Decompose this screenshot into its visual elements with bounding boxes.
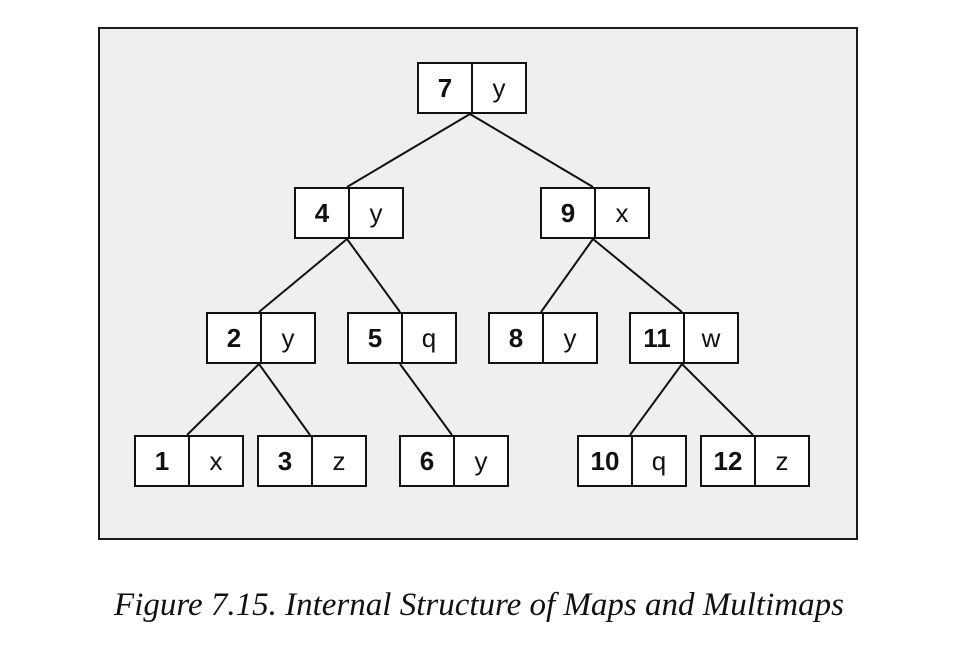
node-value: y: [563, 322, 577, 353]
node-key: 1: [136, 437, 190, 485]
edge-n11-n12: [681, 363, 754, 436]
node-key: 6: [401, 437, 455, 485]
node-key: 12: [702, 437, 756, 485]
tree-node-12: 12 z: [700, 435, 810, 487]
node-value: q: [651, 445, 667, 476]
node-key: 9: [542, 189, 596, 237]
node-key: 8: [490, 314, 544, 362]
node-value: q: [421, 322, 437, 353]
edge-n7-n4: [346, 113, 471, 188]
node-key: 3: [259, 437, 313, 485]
node-key: 10: [579, 437, 633, 485]
node-value: x: [209, 445, 223, 476]
node-value: y: [474, 445, 488, 476]
edge-n5-n6: [399, 363, 453, 436]
node-key: 11: [631, 314, 685, 362]
edge-n2-n1: [186, 363, 260, 436]
node-key: 7: [419, 64, 473, 112]
edge-n9-n8: [540, 238, 594, 313]
node-value: z: [332, 445, 346, 476]
edge-n4-n2: [258, 238, 348, 313]
node-value: y: [369, 197, 383, 228]
node-value: x: [615, 197, 629, 228]
figure-caption: Figure 7.15. Internal Structure of Maps …: [114, 587, 844, 623]
node-key: 4: [296, 189, 350, 237]
tree-node-11: 11 w: [629, 312, 739, 364]
edge-n11-n10: [629, 363, 683, 436]
node-key: 5: [349, 314, 403, 362]
node-key: 2: [208, 314, 262, 362]
edge-n2-n3: [258, 363, 311, 436]
node-value: z: [775, 445, 789, 476]
edge-n4-n5: [346, 238, 401, 313]
tree-node-10: 10 q: [577, 435, 687, 487]
edge-n9-n11: [592, 238, 683, 313]
node-value: y: [281, 322, 295, 353]
node-value: w: [701, 322, 721, 353]
node-value: y: [492, 72, 506, 103]
edge-n7-n9: [469, 113, 594, 188]
